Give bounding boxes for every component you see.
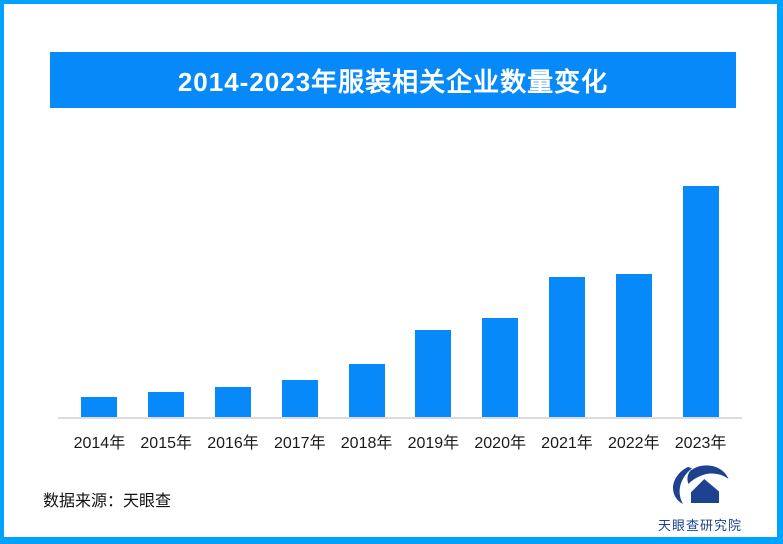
x-axis-label-2017年: 2017年 [273, 435, 326, 452]
tianyancha-logo: 天眼查研究院 [650, 464, 750, 534]
bar-2020年 [482, 318, 519, 418]
bar-2014年 [81, 397, 118, 418]
bar-2017年 [281, 380, 318, 418]
x-axis-label-2022年: 2022年 [607, 435, 660, 452]
x-axis-label-2016年: 2016年 [207, 435, 259, 452]
title-banner: 2014-2023年服装相关企业数量变化 [50, 52, 736, 108]
x-axis-label-2018年: 2018年 [340, 435, 393, 452]
bar-2019年 [415, 330, 452, 418]
bar-2021年 [548, 277, 585, 418]
bar-slot [534, 277, 601, 418]
x-axis-label-2020年: 2020年 [474, 435, 526, 452]
bar-2016年 [214, 387, 251, 418]
bar-chart [66, 150, 734, 418]
bar-2023年 [682, 186, 719, 418]
logo-text: 天眼查研究院 [657, 518, 742, 533]
bars-row [66, 150, 734, 418]
bar-slot [467, 318, 534, 418]
x-axis-label-2023年: 2023年 [674, 435, 727, 452]
x-axis-label-2014年: 2014年 [73, 435, 126, 452]
tianyancha-eye-house-logo-icon [671, 464, 729, 511]
x-axis-baseline [58, 417, 742, 419]
x-axis-label-2019年: 2019年 [407, 435, 460, 452]
bar-slot [133, 392, 200, 418]
bar-slot [400, 330, 467, 418]
x-axis-label-2021年: 2021年 [541, 435, 593, 452]
bar-slot [66, 397, 133, 418]
bar-slot [333, 364, 400, 418]
bar-2018年 [348, 364, 385, 418]
bar-slot [200, 387, 267, 418]
bar-slot [266, 380, 333, 418]
chart-title: 2014-2023年服装相关企业数量变化 [177, 66, 609, 97]
bar-2015年 [148, 392, 185, 418]
data-source-note: 数据来源：天眼查 [43, 493, 172, 510]
bar-slot [667, 186, 734, 418]
x-axis-label-2015年: 2015年 [140, 435, 192, 452]
bar-slot [600, 274, 667, 418]
x-axis-labels: 2014年 2015年 2016年 2017年 2018年 2019年 2020年 2021年… [66, 429, 734, 453]
bar-2022年 [615, 274, 652, 418]
